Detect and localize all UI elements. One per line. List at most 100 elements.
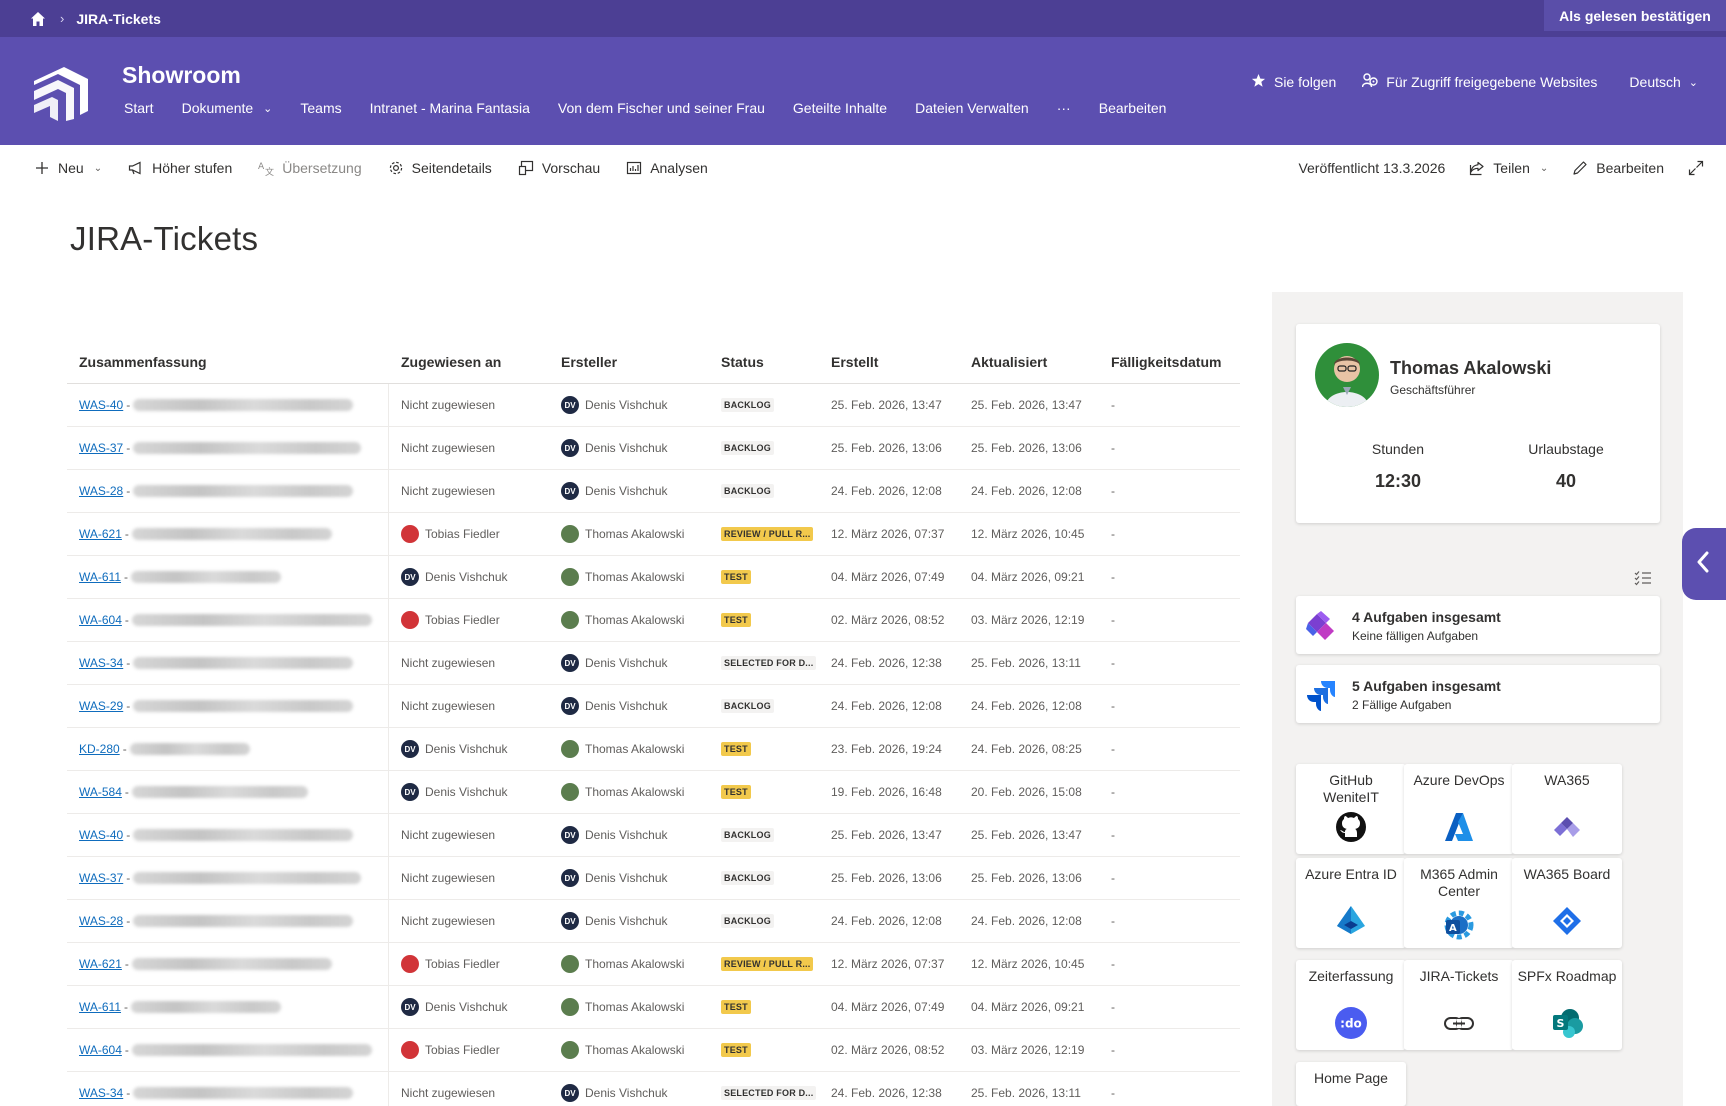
promote-button[interactable]: Höher stufen — [128, 160, 232, 176]
site-name[interactable]: Showroom — [122, 62, 241, 88]
analytics-button[interactable]: Analysen — [626, 160, 708, 176]
status-badge: BACKLOG — [721, 398, 774, 412]
avatar: DV — [401, 740, 419, 758]
ticket-key-link[interactable]: WA-621 — [79, 527, 122, 541]
table-row: WAS-28- Nicht zugewiesen DV Denis Vishchuk B… — [67, 470, 1240, 513]
quicklink-entra-id[interactable]: Azure Entra ID — [1296, 858, 1406, 948]
nav-item-geteilte-inhalte[interactable]: Geteilte Inhalte — [792, 100, 888, 116]
creator-name: Thomas Akalowski — [585, 1000, 685, 1014]
expand-icon[interactable] — [1688, 160, 1704, 176]
redacted-summary — [133, 1087, 354, 1099]
quicklink-wa365-board[interactable]: WA365 Board — [1512, 858, 1622, 948]
column-header-assignee[interactable]: Zugewiesen an — [401, 353, 502, 370]
ticket-key-link[interactable]: WA-611 — [79, 570, 122, 584]
follow-button[interactable]: Sie folgen — [1251, 73, 1336, 91]
nav-item-start[interactable]: Start — [124, 100, 154, 116]
preview-button[interactable]: Vorschau — [518, 160, 600, 176]
nav-more-button[interactable]: ··· — [1056, 100, 1071, 116]
nav-edit-link[interactable]: Bearbeiten — [1098, 100, 1167, 116]
nav-item-teams[interactable]: Teams — [300, 100, 342, 116]
site-logo[interactable] — [30, 59, 92, 121]
home-icon[interactable] — [30, 11, 46, 27]
column-header-creator[interactable]: Ersteller — [561, 353, 618, 370]
breadcrumb-current[interactable]: JIRA-Tickets — [76, 10, 161, 27]
ticket-key-link[interactable]: WAS-37 — [79, 441, 124, 455]
nav-item-dateien-verwalten[interactable]: Dateien Verwalten — [915, 100, 1029, 116]
ticket-key-link[interactable]: WA-584 — [79, 785, 122, 799]
language-selector[interactable]: Deutsch ⌄ — [1629, 74, 1698, 90]
column-header-created[interactable]: Erstellt — [831, 353, 879, 370]
ticket-key-link[interactable]: WA-611 — [79, 1000, 122, 1014]
quicklink-spfx-roadmap[interactable]: SPFx Roadmap S — [1512, 960, 1622, 1050]
task-list-icon[interactable] — [1634, 570, 1652, 591]
status-cell: TEST — [709, 1000, 819, 1014]
mark-as-read-button[interactable]: Als gelesen bestätigen — [1544, 0, 1726, 31]
ticket-key-link[interactable]: WAS-40 — [79, 828, 124, 842]
quicklink-m365-admin[interactable]: M365 Admin Center A — [1404, 858, 1514, 948]
vacation-value: 40 — [1555, 471, 1577, 491]
quicklink-home-page[interactable]: Home Page — [1296, 1062, 1406, 1106]
assignee-cell: Nicht zugewiesen — [389, 871, 549, 885]
status-cell: TEST — [709, 613, 819, 627]
share-button[interactable]: Teilen ⌄ — [1469, 160, 1548, 176]
column-header-summary[interactable]: Zusammenfassung — [79, 353, 207, 370]
preview-icon — [518, 160, 534, 176]
nav-item-dokumente[interactable]: Dokumente ⌄ — [181, 100, 273, 116]
updated-cell: 24. Feb. 2026, 12:08 — [971, 699, 1082, 713]
shared-sites-button[interactable]: Für Zugriff freigegebene Websites — [1362, 73, 1597, 91]
avatar: TA — [561, 998, 579, 1016]
redacted-summary — [133, 700, 354, 712]
edit-button[interactable]: Bearbeiten — [1572, 160, 1664, 176]
ticket-key-link[interactable]: WA-621 — [79, 957, 122, 971]
quicklink-jira-tickets[interactable]: JIRA-Tickets — [1404, 960, 1514, 1050]
quicklink-zeiterfassung[interactable]: Zeiterfassung :do — [1296, 960, 1406, 1050]
collapse-panel-button[interactable] — [1682, 528, 1726, 600]
due-date-cell: - — [1111, 914, 1115, 928]
created-cell: 12. März 2026, 07:37 — [831, 957, 945, 971]
status-badge: TEST — [721, 1043, 751, 1057]
creator-cell: DV Denis Vishchuk — [549, 869, 709, 887]
people-icon — [1362, 73, 1378, 91]
ticket-key-link[interactable]: WAS-34 — [79, 1086, 124, 1100]
planner-tasks-card[interactable]: 4 Aufgaben insgesamt Keine fälligen Aufg… — [1296, 596, 1660, 654]
ticket-key-link[interactable]: WA-604 — [79, 613, 122, 627]
separator: - — [124, 613, 129, 627]
table-header: Zusammenfassung Zugewiesen an Ersteller … — [67, 340, 1240, 384]
creator-cell: TA Thomas Akalowski — [549, 1041, 709, 1059]
ticket-key-link[interactable]: WAS-34 — [79, 656, 124, 670]
page-details-button[interactable]: Seitendetails — [388, 160, 492, 176]
ticket-key-link[interactable]: WAS-37 — [79, 871, 124, 885]
ticket-key-link[interactable]: WAS-28 — [79, 484, 124, 498]
assignee-name: Nicht zugewiesen — [401, 914, 496, 928]
quicklink-wa365[interactable]: WA365 — [1512, 764, 1622, 854]
avatar: TA — [561, 568, 579, 586]
due-date-cell: - — [1111, 441, 1115, 455]
creator-name: Thomas Akalowski — [585, 1043, 685, 1057]
quicklink-azure-devops[interactable]: Azure DevOps — [1404, 764, 1514, 854]
column-header-due-date[interactable]: Fälligkeitsdatum — [1111, 353, 1222, 370]
status-badge: REVIEW / PULL R... — [721, 527, 814, 541]
zeiterfassung-logo-text: :do — [1340, 1017, 1362, 1031]
redacted-summary — [133, 829, 354, 841]
column-header-updated[interactable]: Aktualisiert — [971, 353, 1048, 370]
chevron-down-icon: ⌄ — [1539, 162, 1549, 174]
separator: - — [124, 957, 129, 971]
nav-item-fischer[interactable]: Von dem Fischer und seiner Frau — [557, 100, 765, 116]
jira-tasks-card[interactable]: 5 Aufgaben insgesamt 2 Fällige Aufgaben — [1296, 665, 1660, 723]
ticket-key-link[interactable]: WAS-40 — [79, 398, 124, 412]
nav-item-intranet[interactable]: Intranet - Marina Fantasia — [369, 100, 530, 116]
assignee-cell: Nicht zugewiesen — [389, 441, 549, 455]
ticket-key-link[interactable]: WAS-28 — [79, 914, 124, 928]
ticket-key-link[interactable]: KD-280 — [79, 742, 120, 756]
column-header-status[interactable]: Status — [721, 353, 764, 370]
creator-cell: TA Thomas Akalowski — [549, 783, 709, 801]
updated-cell: 20. Feb. 2026, 15:08 — [971, 785, 1082, 799]
creator-cell: DV Denis Vishchuk — [549, 826, 709, 844]
quicklink-github[interactable]: GitHub WeniteIT — [1296, 764, 1406, 854]
svg-text:S: S — [1557, 1017, 1565, 1030]
new-button[interactable]: Neu ⌄ — [34, 160, 102, 176]
ticket-key-link[interactable]: WA-604 — [79, 1043, 122, 1057]
ticket-key-link[interactable]: WAS-29 — [79, 699, 124, 713]
summary-cell: WAS-28- — [67, 900, 389, 942]
